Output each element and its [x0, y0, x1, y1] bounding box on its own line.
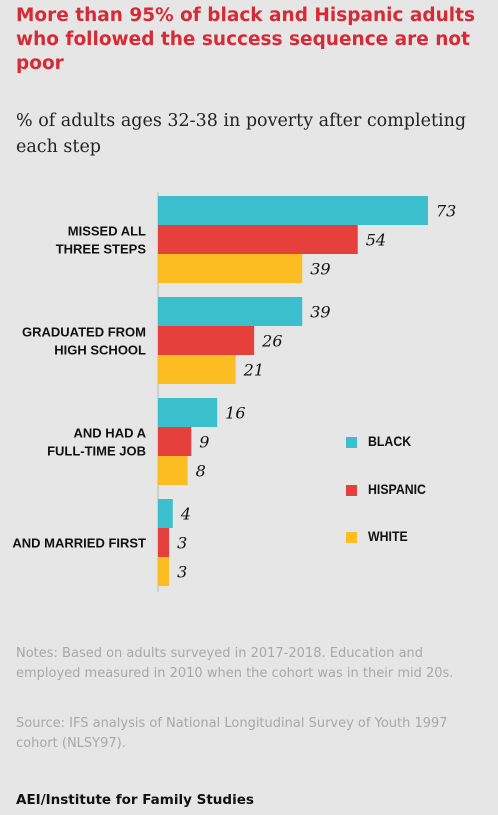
bar-black-2 — [158, 398, 218, 427]
bar-white-3 — [158, 557, 170, 586]
legend-label-white: WHITE — [368, 528, 408, 544]
bar-black-0 — [158, 196, 428, 225]
category-label-2: AND HAD A FULL-TIME JOB — [47, 426, 147, 459]
legend-swatch-white — [346, 532, 357, 543]
value-label-white-3: 3 — [177, 563, 187, 582]
category-label-0: MISSED ALL THREE STEPS — [56, 224, 147, 257]
value-label-white-1: 21 — [243, 361, 264, 380]
category-label-line: THREE STEPS — [56, 242, 147, 257]
bar-white-0 — [158, 254, 303, 283]
legend-swatch-black — [346, 437, 357, 448]
footer-credit: AEI/Institute for Family Studies — [16, 792, 254, 808]
bar-hispanic-1 — [158, 326, 255, 355]
bars-group: 73 54 39 39 26 21 16 9 8 4 3 3 — [158, 196, 456, 586]
value-label-white-0: 39 — [310, 260, 330, 279]
value-label-black-1: 39 — [310, 303, 330, 322]
category-label-line: HIGH SCHOOL — [54, 343, 146, 358]
value-label-black-3: 4 — [180, 505, 191, 524]
bar-white-1 — [158, 355, 236, 384]
legend-item-hispanic: HISPANIC — [340, 480, 480, 500]
value-label-hispanic-2: 9 — [199, 433, 209, 452]
value-label-hispanic-0: 54 — [366, 231, 386, 250]
category-label-1: GRADUATED FROM HIGH SCHOOL — [22, 325, 146, 358]
source-text: Source: IFS analysis of National Longitu… — [16, 716, 448, 751]
category-label-line: MISSED ALL — [68, 224, 146, 239]
chart-subtitle: % of adults ages 32-38 in poverty after … — [16, 111, 467, 157]
value-label-black-2: 16 — [225, 404, 245, 423]
bar-hispanic-3 — [158, 528, 170, 557]
legend-item-white: WHITE — [340, 527, 480, 547]
notes-text: Notes: Based on adults surveyed in 2017-… — [16, 646, 454, 681]
legend-label-hispanic: HISPANIC — [368, 481, 426, 497]
value-label-hispanic-3: 3 — [177, 534, 187, 553]
bar-hispanic-2 — [158, 427, 192, 456]
value-label-hispanic-1: 26 — [261, 332, 282, 351]
bar-black-1 — [158, 297, 303, 326]
legend-label-black: BLACK — [368, 433, 412, 449]
bar-chart: 73 54 39 39 26 21 16 9 8 4 3 3 MISSED ALL THREE STEP… — [12, 192, 456, 592]
category-labels-group: MISSED ALL THREE STEPS GRADUATED FROM HIGH … — [12, 224, 146, 551]
value-label-white-2: 8 — [196, 462, 206, 481]
chart-title: More than 95% of black and Hispanic adul… — [16, 5, 475, 74]
bar-hispanic-0 — [158, 225, 358, 254]
value-label-black-0: 73 — [436, 202, 456, 221]
category-label-line: GRADUATED FROM — [22, 325, 146, 340]
legend-swatch-hispanic — [346, 485, 357, 496]
bar-black-3 — [158, 499, 173, 528]
category-label-line: AND MARRIED FIRST — [12, 536, 146, 551]
legend-item-black: BLACK — [340, 432, 480, 452]
category-label-3: AND MARRIED FIRST — [12, 536, 146, 551]
bar-white-2 — [158, 456, 188, 485]
category-label-line: AND HAD A — [74, 426, 147, 441]
category-label-line: FULL-TIME JOB — [47, 444, 146, 459]
